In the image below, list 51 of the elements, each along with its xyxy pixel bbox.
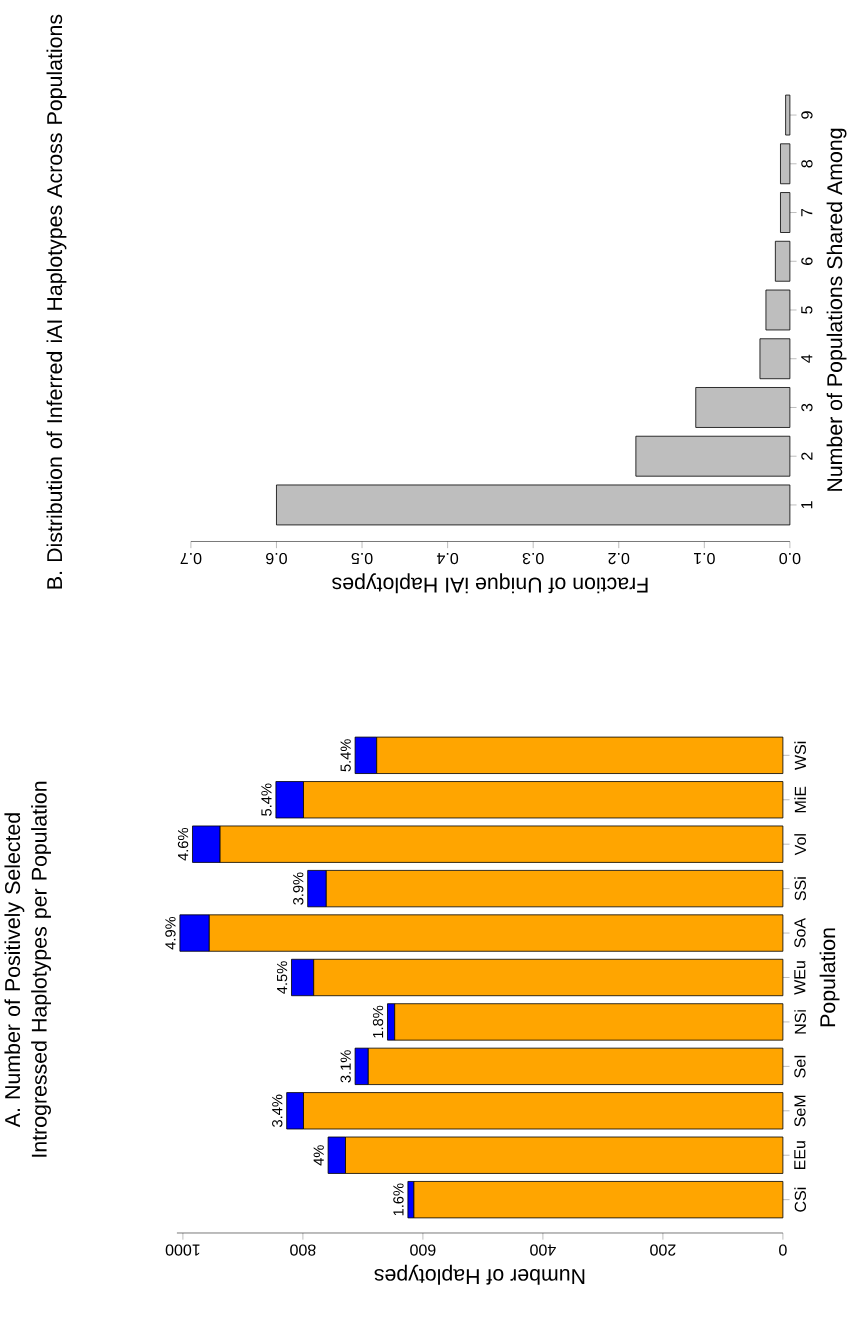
x-tick-label: 0.2 [608, 552, 630, 565]
y-axis-title: Number of Populations Shared Among [826, 128, 847, 491]
y-tick-label: 8 [801, 160, 813, 168]
text: B. Distribution of Inferred iAI Haplotypes Across Populations [46, 14, 67, 589]
annotation: 4.5% [276, 961, 288, 994]
annotation: 3.1% [340, 1050, 351, 1083]
y-tick-label: WSi [794, 741, 807, 770]
x-tick-label: 800 [290, 1244, 316, 1256]
y-tick-label: 4 [801, 354, 813, 363]
y-tick-label: EEu [794, 1141, 806, 1170]
x-tick-label: 600 [410, 1244, 436, 1256]
y-tick-label: SoA [794, 917, 806, 948]
y-tick-label: 9 [801, 111, 813, 119]
x-tick-label: 0.0 [779, 552, 801, 565]
x-tick-label: 0.4 [437, 552, 459, 565]
text: A. Number of Positively Selected Introgressed Haplotypes per Population [4, 781, 52, 1157]
x-tick-label: 0.7 [180, 552, 202, 565]
x-axis-title: Fraction of Unique iAI Haplotypes [332, 573, 648, 594]
annotation: 3.9% [293, 872, 304, 905]
x-tick-label: 0.3 [522, 552, 544, 565]
annotation: 3.4% [272, 1094, 283, 1127]
x-tick-label: 0 [779, 1244, 787, 1256]
x-tick-label: 0.6 [266, 552, 288, 565]
annotation: 5.4% [340, 739, 351, 772]
y-tick-label: SSi [794, 877, 807, 901]
annotation: 4.6% [177, 828, 189, 861]
y-tick-label: 7 [801, 208, 813, 217]
y-tick-label: MiE [794, 786, 806, 813]
y-tick-label: SeM [794, 1095, 806, 1127]
x-tick-label: 0.1 [694, 552, 715, 565]
y-tick-label: WEu [794, 961, 806, 995]
annotation: 4% [313, 1145, 324, 1166]
y-tick-label: 3 [801, 403, 813, 412]
y-tick-label: 5 [801, 306, 813, 314]
y-tick-label: 2 [801, 452, 813, 460]
y-axis-title: Population [819, 928, 840, 1027]
y-tick-label: 6 [801, 257, 813, 265]
x-tick-label: 0.5 [351, 552, 373, 565]
x-tick-label: 400 [530, 1244, 556, 1256]
annotation: 1.6% [393, 1183, 404, 1216]
x-tick-label: 1000 [165, 1244, 200, 1256]
annotation: 5.4% [261, 783, 272, 816]
y-tick-label: Vol [794, 834, 807, 856]
x-tick-label: 200 [650, 1244, 676, 1256]
y-tick-label: 1 [801, 501, 813, 509]
y-tick-label: NSi [794, 1010, 807, 1034]
annotation: 1.8% [372, 1005, 384, 1038]
y-tick-label: CSi [794, 1187, 807, 1212]
y-tick-label: SeI [794, 1055, 806, 1078]
annotation: 4.9% [165, 916, 176, 950]
x-axis-title: Number of Haplotypes [374, 1264, 585, 1285]
